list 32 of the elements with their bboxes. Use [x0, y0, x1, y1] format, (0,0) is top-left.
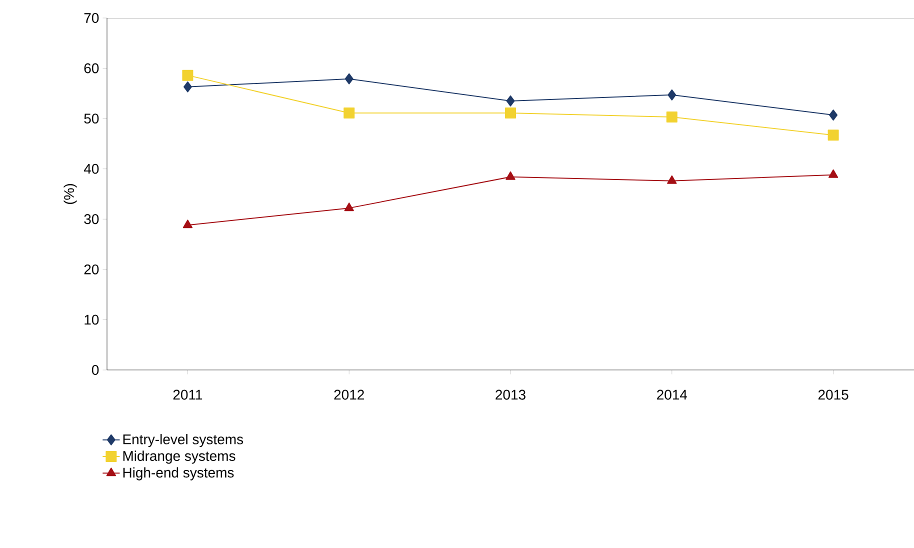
point — [344, 108, 355, 119]
legend-label: High-end systems — [123, 467, 234, 480]
y-tick-label: 10 — [84, 314, 99, 325]
x-tick-label: 2014 — [657, 390, 688, 400]
point — [182, 70, 194, 81]
point — [344, 73, 354, 84]
point — [505, 108, 516, 119]
legend-label: Midrange systems — [123, 450, 236, 464]
y-tick-label: 30 — [84, 214, 99, 224]
point — [344, 202, 354, 212]
y-tick-label: 40 — [84, 164, 99, 174]
point — [668, 89, 676, 100]
point — [182, 220, 193, 228]
x-tick-label: 2013 — [496, 390, 526, 400]
point — [828, 169, 838, 178]
y-tick-label: 50 — [84, 114, 99, 124]
point — [829, 110, 838, 121]
point — [183, 81, 192, 92]
y-tick-label: 70 — [84, 13, 99, 23]
x-tick-label: 2012 — [334, 390, 364, 400]
y-tick-label: 0 — [92, 365, 99, 375]
legend-label: Entry-level systems — [123, 434, 244, 448]
x-tick-label: 2015 — [818, 390, 848, 400]
point — [666, 112, 678, 123]
x-tick-label: 2011 — [173, 390, 202, 400]
point — [828, 130, 839, 141]
point — [667, 175, 677, 184]
point — [506, 95, 515, 106]
y-axis-title: (%) — [64, 184, 77, 204]
y-tick-label: 60 — [84, 63, 99, 74]
y-tick-label: 20 — [84, 264, 99, 274]
point — [506, 171, 516, 180]
